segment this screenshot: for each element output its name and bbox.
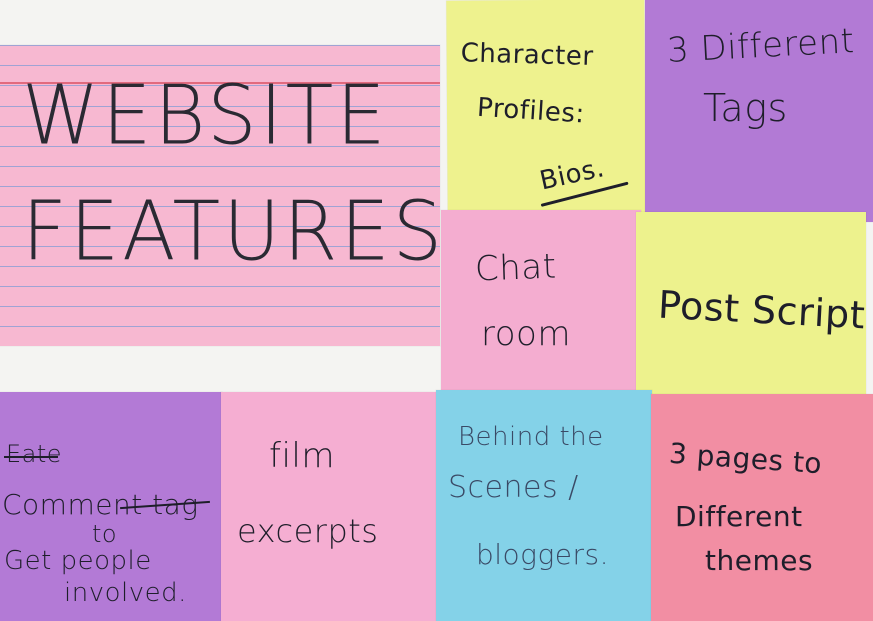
- note-behind-line3: bloggers.: [476, 538, 610, 571]
- note-character-profiles: Character Profiles: Bios.: [446, 0, 646, 214]
- note-comment-line3: Get people: [4, 546, 152, 576]
- note-pages-line1: 3 pages to: [668, 436, 824, 481]
- note-behind-line2: Scenes /: [448, 470, 579, 505]
- note-comment-struck-word: Eate: [6, 440, 63, 468]
- title-line-features: FEATURES: [22, 184, 446, 280]
- title-line-website: WEBSITE: [22, 68, 389, 164]
- note-chat-line2: room: [481, 314, 571, 354]
- note-behind-the-scenes: Behind the Scenes / bloggers.: [436, 390, 652, 621]
- note-three-pages: 3 pages to Different themes: [651, 394, 873, 621]
- note-film-line2: excerpts: [237, 512, 379, 550]
- note-chat-line1: Chat: [474, 246, 558, 290]
- note-post-script: Post Script: [636, 212, 866, 396]
- struck-word-line: [4, 456, 58, 458]
- note-comment-line2: to: [92, 520, 118, 548]
- note-chat-room: Chat room: [441, 210, 641, 392]
- title-index-card: WEBSITE FEATURES: [0, 45, 442, 346]
- note-film-excerpts: film excerpts: [221, 392, 439, 621]
- note-behind-line1: Behind the: [458, 422, 604, 452]
- note-tags-line2: Tags: [703, 86, 788, 130]
- note-character-line2: Profiles:: [476, 92, 586, 130]
- note-three-different-tags: 3 Different Tags: [645, 0, 873, 222]
- note-character-line1: Character: [460, 38, 594, 72]
- note-film-line1: film: [269, 436, 335, 476]
- note-comment-tag: Eate Comment tag to Get people involved.: [0, 392, 222, 621]
- note-postscript-line1: Post Script: [656, 282, 867, 338]
- note-pages-line3: themes: [705, 544, 814, 577]
- note-comment-line4: involved.: [64, 578, 187, 608]
- note-tags-line1: 3 Different: [666, 21, 856, 71]
- note-pages-line2: Different: [675, 500, 803, 533]
